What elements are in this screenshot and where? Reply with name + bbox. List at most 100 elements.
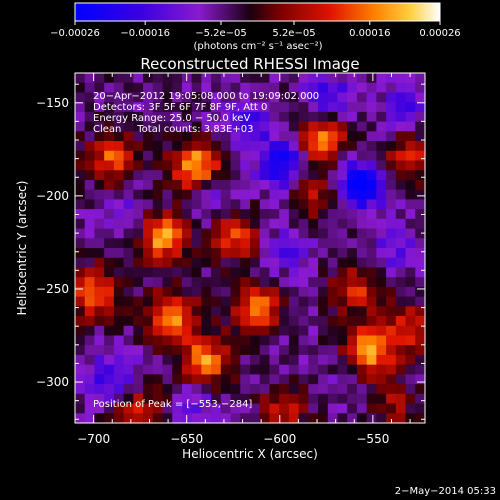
heatmap-cell: [376, 121, 387, 132]
heatmap-cell: [308, 131, 319, 142]
heatmap-cell: [288, 277, 300, 288]
heatmap-cell: [191, 393, 202, 404]
heatmap-cell: [201, 413, 212, 423]
heatmap-cell: [279, 345, 290, 356]
heatmap-cell: [298, 364, 309, 375]
heatmap-cell: [395, 325, 406, 336]
heatmap-cell: [356, 267, 368, 278]
heatmap-cell: [143, 257, 154, 268]
heatmap-cell: [337, 364, 348, 375]
heatmap-cell: [211, 354, 222, 366]
heatmap-cell: [376, 160, 387, 171]
heatmap-cell: [366, 364, 377, 375]
heatmap-cell: [415, 296, 425, 307]
heatmap-cell: [191, 111, 202, 123]
chart-title: Reconstructed RHESSI Image: [140, 55, 359, 73]
heatmap-cell: [230, 248, 241, 259]
heatmap-cell: [298, 92, 309, 103]
heatmap-cell: [94, 189, 105, 200]
heatmap-cell: [230, 131, 241, 142]
heatmap-cell: [191, 267, 202, 278]
heatmap-cell: [240, 150, 251, 161]
heatmap-cell: [75, 218, 86, 229]
colorbar-tick-label: −5.2e−05: [195, 28, 247, 39]
heatmap-cell: [143, 248, 154, 259]
heatmap-cell: [162, 267, 173, 278]
heatmap-cell: [298, 403, 309, 414]
heatmap-cell: [240, 73, 251, 84]
heatmap-cell: [269, 374, 280, 385]
heatmap-cell: [152, 413, 163, 423]
heatmap-cell: [376, 325, 387, 336]
heatmap-cell: [75, 102, 86, 113]
heatmap-cell: [279, 160, 290, 171]
heatmap-cell: [162, 209, 173, 220]
heatmap-cell: [133, 267, 144, 278]
heatmap-cell: [230, 277, 241, 288]
heatmap-cell: [405, 345, 416, 356]
heatmap-cell: [240, 141, 251, 152]
heatmap-cell: [201, 296, 212, 307]
heatmap-cell: [405, 179, 416, 191]
heatmap-cell: [386, 413, 397, 423]
heatmap-cell: [75, 413, 86, 423]
heatmap-cell: [94, 403, 105, 414]
heatmap-cell: [250, 384, 261, 395]
heatmap-cell: [123, 160, 134, 171]
heatmap-cell: [113, 73, 125, 84]
heatmap-cell: [240, 248, 251, 259]
heatmap-cell: [376, 374, 387, 385]
heatmap-cell: [181, 179, 193, 191]
heatmap-cell: [211, 364, 222, 375]
heatmap-cell: [152, 296, 163, 307]
heatmap-cell: [172, 189, 183, 200]
heatmap-cell: [269, 325, 280, 336]
heatmap-cell: [259, 160, 270, 171]
heatmap-cell: [288, 189, 300, 200]
heatmap-cell: [133, 393, 144, 404]
heatmap-cell: [327, 364, 338, 375]
heatmap-cell: [250, 170, 261, 181]
heatmap-cell: [220, 82, 231, 93]
heatmap-cell: [308, 335, 319, 346]
heatmap-cell: [288, 325, 300, 336]
heatmap-cell: [259, 345, 270, 356]
heatmap-cell: [104, 141, 115, 152]
heatmap-cell: [415, 384, 425, 395]
heatmap-cell: [230, 121, 241, 132]
heatmap-cell: [211, 160, 222, 171]
heatmap-cell: [356, 179, 368, 191]
heatmap-cell: [104, 131, 115, 142]
heatmap-cell: [250, 277, 261, 288]
heatmap-cell: [220, 121, 231, 132]
heatmap-cell: [298, 179, 309, 191]
heatmap-cell: [386, 403, 397, 414]
heatmap-cell: [395, 179, 406, 191]
heatmap-cell: [201, 141, 212, 152]
heatmap-cell: [259, 267, 270, 278]
heatmap-cell: [113, 374, 125, 385]
heatmap-cell: [308, 209, 319, 220]
heatmap-cell: [395, 413, 406, 423]
heatmap-cell: [269, 141, 280, 152]
x-axis: −700 −650 −600 −550: [74, 73, 411, 446]
heatmap-cell: [75, 277, 86, 288]
heatmap-cell: [405, 141, 416, 152]
heatmap-cell: [143, 393, 154, 404]
heatmap-cell: [318, 306, 329, 317]
heatmap-cell: [230, 345, 241, 356]
heatmap-cell: [250, 199, 261, 210]
heatmap-cell: [269, 267, 280, 278]
heatmap-cell: [269, 403, 280, 414]
heatmap-cell: [220, 286, 231, 298]
heatmap-cell: [240, 393, 251, 404]
heatmap-cell: [415, 160, 425, 171]
heatmap-cell: [308, 248, 319, 259]
heatmap-cell: [259, 296, 270, 307]
heatmap-cell: [94, 92, 105, 103]
heatmap-cell: [356, 374, 368, 385]
heatmap-cell: [172, 384, 183, 395]
heatmap-cell: [162, 345, 173, 356]
heatmap-cell: [308, 267, 319, 278]
